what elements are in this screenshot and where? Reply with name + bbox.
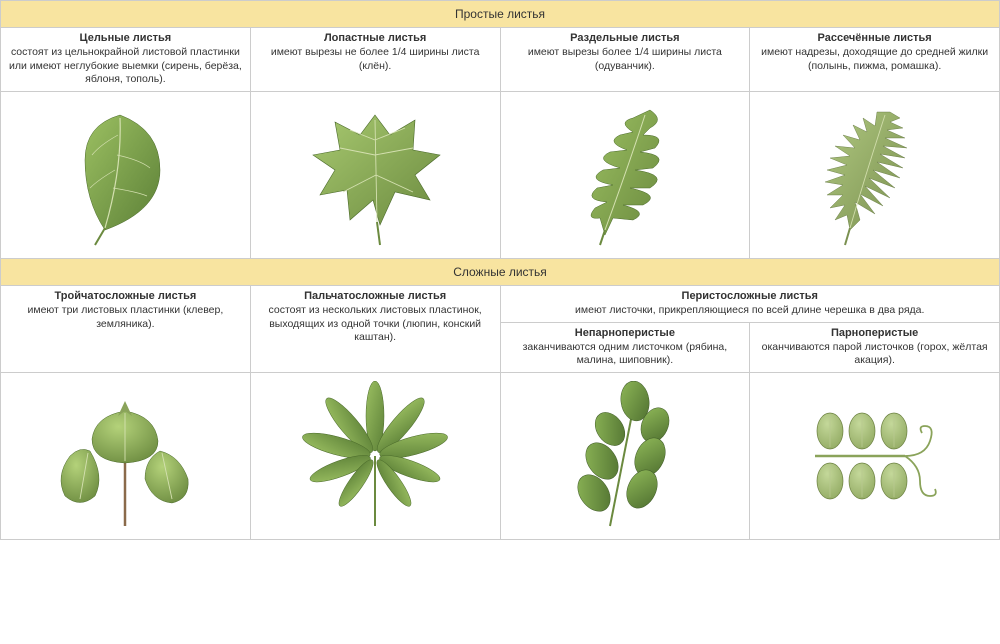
type-desc: заканчиваются одним листочком (рябина, м… — [523, 341, 728, 367]
leaf-lobed-image — [250, 91, 500, 258]
type-title: Парноперистые — [756, 327, 993, 339]
type-title: Перистосложные листья — [507, 290, 994, 302]
type-title: Непарноперистые — [507, 327, 744, 339]
leaf-entire-image — [1, 91, 251, 258]
type-desc: имеют вырезы не более 1/4 ширины листа (… — [271, 46, 480, 72]
leaf-parted-image — [500, 91, 750, 258]
type-cell-parted: Раздельные листья имеют вырезы более 1/4… — [500, 28, 750, 92]
type-desc: имеют вырезы более 1/4 ширины листа (оду… — [528, 46, 722, 72]
type-title: Цельные листья — [7, 32, 244, 44]
type-title: Лопастные листья — [257, 32, 494, 44]
type-cell-odd-pinnate: Непарноперистые заканчиваются одним лист… — [500, 322, 750, 372]
type-cell-even-pinnate: Парноперистые оканчиваются парой листочк… — [750, 322, 1000, 372]
section2-header: Сложные листья — [1, 258, 1000, 285]
type-desc: имеют надрезы, доходящие до средней жилк… — [761, 46, 988, 72]
type-title: Рассечённые листья — [756, 32, 993, 44]
type-cell-dissected: Рассечённые листья имеют надрезы, доходя… — [750, 28, 1000, 92]
type-cell-trifoliate: Тройчатосложные листья имеют три листовы… — [1, 285, 251, 372]
leaf-classification-table: Простые листья Цельные листья состоят из… — [0, 0, 1000, 540]
type-cell-entire: Цельные листья состоят из цельнокрайной … — [1, 28, 251, 92]
leaf-even-pinnate-image — [750, 372, 1000, 539]
type-desc: имеют три листовых пластинки (клевер, зе… — [27, 304, 223, 330]
type-cell-palmate: Пальчатосложные листья состоят из нескол… — [250, 285, 500, 372]
type-title: Раздельные листья — [507, 32, 744, 44]
type-cell-pinnate: Перистосложные листья имеют листочки, пр… — [500, 285, 1000, 322]
type-cell-lobed: Лопастные листья имеют вырезы не более 1… — [250, 28, 500, 92]
type-title: Пальчатосложные листья — [257, 290, 494, 302]
leaf-trifoliate-image — [1, 372, 251, 539]
leaf-odd-pinnate-image — [500, 372, 750, 539]
leaf-dissected-image — [750, 91, 1000, 258]
type-desc: состоят из цельнокрайной листовой пласти… — [9, 46, 242, 85]
leaf-palmate-image — [250, 372, 500, 539]
type-desc: имеют листочки, прикрепляющиеся по всей … — [575, 304, 924, 316]
type-desc: оканчиваются парой листочков (горох, жёл… — [762, 341, 988, 367]
type-title: Тройчатосложные листья — [7, 290, 244, 302]
section1-header: Простые листья — [1, 1, 1000, 28]
type-desc: состоят из нескольких листовых пластинок… — [269, 304, 482, 343]
